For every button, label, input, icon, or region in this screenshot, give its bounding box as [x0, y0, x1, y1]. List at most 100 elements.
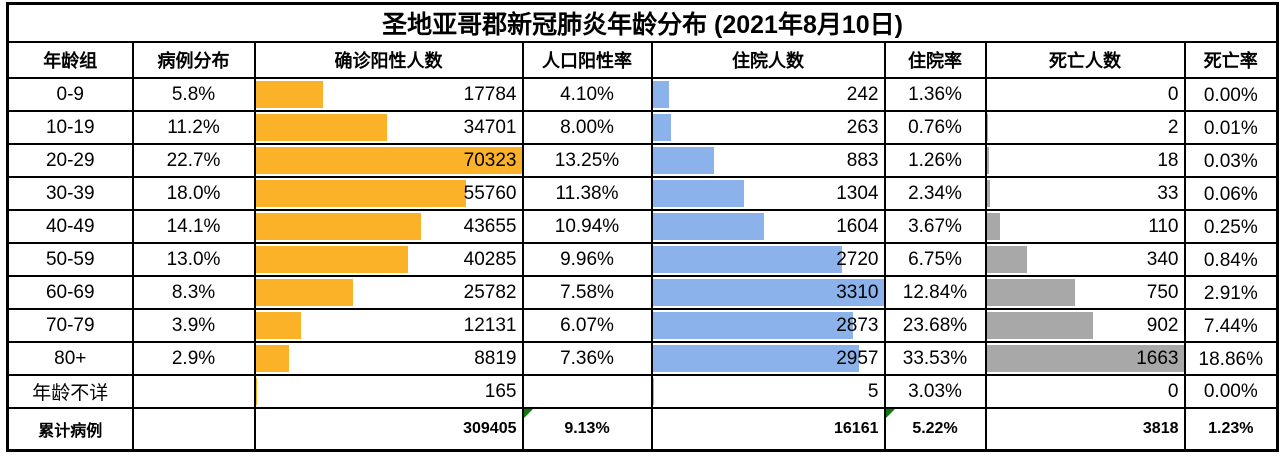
- hospitalized-data-bar: [653, 81, 670, 108]
- total-death-count-cell: 3818: [984, 407, 1186, 451]
- death-rate-cell: 2.91%: [1183, 275, 1279, 310]
- death-data-bar: [987, 345, 1183, 372]
- total-population-positive-rate: 9.13%: [564, 419, 610, 437]
- hospitalized-data-bar: [653, 279, 883, 306]
- death-rate-cell: 0.00%: [1183, 77, 1279, 112]
- total-hospitalized-count: 16161: [834, 419, 879, 437]
- hospitalized-count-cell: 883: [650, 143, 886, 178]
- death-data-bar: [987, 279, 1076, 306]
- positive-data-bar: [256, 378, 257, 405]
- population-positive-rate-cell: 8.00%: [521, 110, 653, 145]
- hospitalized-count-value: 242: [846, 83, 879, 105]
- positive-count-value: 43655: [463, 215, 517, 237]
- death-count-cell: 750: [984, 275, 1186, 310]
- hospitalization-rate-cell: 23.68%: [883, 308, 987, 343]
- population-positive-rate-cell: 9.96%: [521, 242, 653, 277]
- death-count-value: 18: [1157, 149, 1179, 171]
- case-distribution-cell: 18.0%: [131, 176, 256, 211]
- header-row: 年龄组 病例分布 确诊阳性人数 人口阳性率 住院人数 住院率 死亡人数 死亡率: [6, 41, 1279, 79]
- total-population-positive-rate-cell: 9.13%: [521, 407, 653, 451]
- death-rate-cell: 0.84%: [1183, 242, 1279, 277]
- hospitalized-data-bar: [653, 345, 859, 372]
- death-count-cell: 0: [984, 77, 1186, 112]
- hospitalized-count-cell: 242: [650, 77, 886, 112]
- positive-count-cell: 55760: [253, 176, 524, 211]
- death-data-bar: [987, 114, 988, 141]
- green-corner-flag: [524, 410, 533, 418]
- case-distribution-cell: [131, 374, 256, 409]
- table-row: 70-79 3.9% 12131 6.07% 2873 23.68% 902 7…: [6, 308, 1279, 343]
- table-head: 圣地亚哥郡新冠肺炎年龄分布 (2021年8月10日) 年龄组 病例分布 确诊阳性…: [6, 2, 1279, 79]
- table-title: 圣地亚哥郡新冠肺炎年龄分布 (2021年8月10日): [6, 2, 1279, 43]
- total-hospitalized-count-cell: 16161: [650, 407, 886, 451]
- header-case-distribution: 病例分布: [131, 41, 256, 79]
- death-rate-cell: 0.00%: [1183, 374, 1279, 409]
- age-group-cell: 60-69: [6, 275, 134, 310]
- title-row: 圣地亚哥郡新冠肺炎年龄分布 (2021年8月10日): [6, 2, 1279, 43]
- death-count-cell: 18: [984, 143, 1186, 178]
- header-age-group: 年龄组: [6, 41, 134, 79]
- hospitalization-rate-cell: 3.03%: [883, 374, 987, 409]
- hospitalization-rate-cell: 1.26%: [883, 143, 987, 178]
- positive-count-value: 165: [484, 380, 517, 402]
- header-positive-count: 确诊阳性人数: [253, 41, 524, 79]
- hospitalized-data-bar: [653, 213, 765, 240]
- table-row: 60-69 8.3% 25782 7.58% 3310 12.84% 750 2…: [6, 275, 1279, 310]
- age-group-cell: 0-9: [6, 77, 134, 112]
- hospitalization-rate-cell: 0.76%: [883, 110, 987, 145]
- positive-count-cell: 25782: [253, 275, 524, 310]
- table-row: 40-49 14.1% 43655 10.94% 1604 3.67% 110 …: [6, 209, 1279, 244]
- death-count-cell: 110: [984, 209, 1186, 244]
- population-positive-rate-cell: 7.58%: [521, 275, 653, 310]
- table-row: 20-29 22.7% 70323 13.25% 883 1.26% 18 0.…: [6, 143, 1279, 178]
- death-count-value: 1663: [1136, 347, 1179, 369]
- death-count-value: 33: [1157, 182, 1179, 204]
- hospitalized-count-cell: 3310: [650, 275, 886, 310]
- total-hospitalization-rate: 5.22%: [912, 419, 958, 437]
- death-data-bar: [987, 312, 1094, 339]
- green-corner-flag: [886, 410, 895, 418]
- positive-count-cell: 70323: [253, 143, 524, 178]
- hospitalization-rate-cell: 2.34%: [883, 176, 987, 211]
- population-positive-rate-cell: 11.38%: [521, 176, 653, 211]
- positive-count-value: 17784: [463, 83, 517, 105]
- positive-count-cell: 165: [253, 374, 524, 409]
- positive-data-bar: [256, 312, 302, 339]
- death-count-value: 0: [1167, 83, 1179, 105]
- positive-count-cell: 8819: [253, 341, 524, 376]
- hospitalized-count-cell: 263: [650, 110, 886, 145]
- hospitalized-count-value: 2873: [836, 314, 879, 336]
- positive-data-bar: [256, 180, 467, 207]
- hospitalization-rate-cell: 1.36%: [883, 77, 987, 112]
- population-positive-rate-cell: 6.07%: [521, 308, 653, 343]
- total-death-count: 3818: [1142, 419, 1179, 437]
- positive-data-bar: [256, 147, 521, 174]
- hospitalization-rate-cell: 12.84%: [883, 275, 987, 310]
- population-positive-rate-cell: 7.36%: [521, 341, 653, 376]
- positive-data-bar: [256, 345, 289, 372]
- case-distribution-cell: 2.9%: [131, 341, 256, 376]
- death-count-value: 750: [1146, 281, 1179, 303]
- death-data-bar: [987, 246, 1027, 273]
- positive-count-cell: 34701: [253, 110, 524, 145]
- hospitalized-count-value: 5: [867, 380, 879, 402]
- death-rate-cell: 18.86%: [1183, 341, 1279, 376]
- total-positive-count-cell: 309405: [253, 407, 524, 451]
- death-count-value: 340: [1146, 248, 1179, 270]
- age-group-cell: 50-59: [6, 242, 134, 277]
- case-distribution-cell: 3.9%: [131, 308, 256, 343]
- total-hospitalization-rate-cell: 5.22%: [883, 407, 987, 451]
- hospitalized-count-value: 263: [846, 116, 879, 138]
- age-group-cell: 70-79: [6, 308, 134, 343]
- positive-count-value: 12131: [463, 314, 517, 336]
- positive-count-cell: 12131: [253, 308, 524, 343]
- total-label-cell: 累计病例: [6, 407, 134, 451]
- total-row: 累计病例 309405 9.13% 16161 5.22% 3818 1.23%: [6, 407, 1279, 451]
- table-row: 0-9 5.8% 17784 4.10% 242 1.36% 0 0.00%: [6, 77, 1279, 112]
- death-count-cell: 33: [984, 176, 1186, 211]
- death-data-bar: [987, 180, 991, 207]
- death-rate-cell: 7.44%: [1183, 308, 1279, 343]
- hospitalized-data-bar: [653, 378, 654, 405]
- case-distribution-cell: 13.0%: [131, 242, 256, 277]
- positive-data-bar: [256, 81, 323, 108]
